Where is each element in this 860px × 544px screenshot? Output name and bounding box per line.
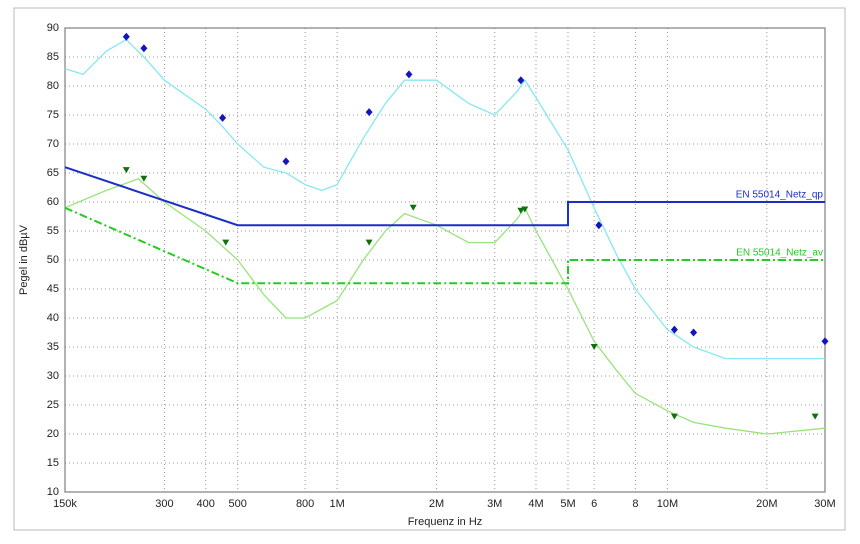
y-tick-label: 15 xyxy=(47,457,59,469)
y-tick-label: 60 xyxy=(47,196,59,208)
y-tick-label: 30 xyxy=(47,370,59,382)
x-tick-label: 20M xyxy=(756,498,777,510)
marker xyxy=(122,32,130,41)
y-tick-label: 90 xyxy=(47,22,59,34)
marker xyxy=(122,167,130,174)
marker xyxy=(222,239,230,246)
x-tick-label: 5M xyxy=(560,498,575,510)
marker xyxy=(521,206,529,213)
x-tick-label: 10M xyxy=(657,498,678,510)
x-tick-label: 4M xyxy=(528,498,543,510)
x-axis-label: Frequenz in Hz xyxy=(408,516,483,528)
series-line xyxy=(64,38,825,360)
y-tick-label: 85 xyxy=(47,51,59,63)
y-tick-label: 40 xyxy=(47,312,59,324)
y-tick-label: 70 xyxy=(47,138,59,150)
marker xyxy=(690,328,698,337)
y-tick-label: 55 xyxy=(47,225,59,237)
y-tick-label: 65 xyxy=(47,167,59,179)
y-axis-label: Pegel in dBµV xyxy=(18,224,30,295)
x-tick-label: 800 xyxy=(296,498,314,510)
marker xyxy=(365,239,373,246)
marker xyxy=(595,221,603,230)
x-tick-label: 3M xyxy=(487,498,502,510)
y-tick-label: 10 xyxy=(47,486,59,498)
x-tick-label: 2M xyxy=(429,498,444,510)
y-tick-label: 50 xyxy=(47,254,59,266)
marker xyxy=(670,413,678,420)
marker xyxy=(811,413,819,420)
x-tick-label: 300 xyxy=(155,498,173,510)
x-tick-label: 8 xyxy=(632,498,638,510)
marker xyxy=(140,175,148,182)
series-line xyxy=(64,178,826,435)
y-tick-label: 45 xyxy=(47,283,59,295)
marker xyxy=(140,44,148,53)
marker xyxy=(365,108,373,117)
y-tick-label: 35 xyxy=(47,341,59,353)
x-tick-label: 30M xyxy=(814,498,835,510)
plot-area xyxy=(64,27,826,493)
marker xyxy=(821,337,829,346)
x-tick-label: 150k xyxy=(53,498,77,510)
legend-label: EN 55014_Netz_qp xyxy=(736,190,824,201)
marker xyxy=(219,113,227,122)
marker xyxy=(517,207,525,214)
x-tick-label: 500 xyxy=(229,498,247,510)
y-tick-label: 20 xyxy=(47,428,59,440)
x-tick-label: 400 xyxy=(197,498,215,510)
x-tick-label: 1M xyxy=(329,498,344,510)
y-tick-label: 75 xyxy=(47,109,59,121)
legend-label: EN 55014_Netz_av xyxy=(736,248,823,259)
frame xyxy=(13,7,846,531)
marker xyxy=(590,344,598,350)
y-tick-label: 25 xyxy=(47,399,59,411)
marker xyxy=(670,325,678,334)
marker xyxy=(405,70,413,79)
series-line xyxy=(64,206,825,285)
x-tick-label: 6 xyxy=(591,498,597,510)
marker xyxy=(409,204,417,211)
marker xyxy=(282,157,290,166)
marker xyxy=(517,76,525,85)
y-tick-label: 80 xyxy=(47,80,59,92)
series-line xyxy=(64,166,825,227)
